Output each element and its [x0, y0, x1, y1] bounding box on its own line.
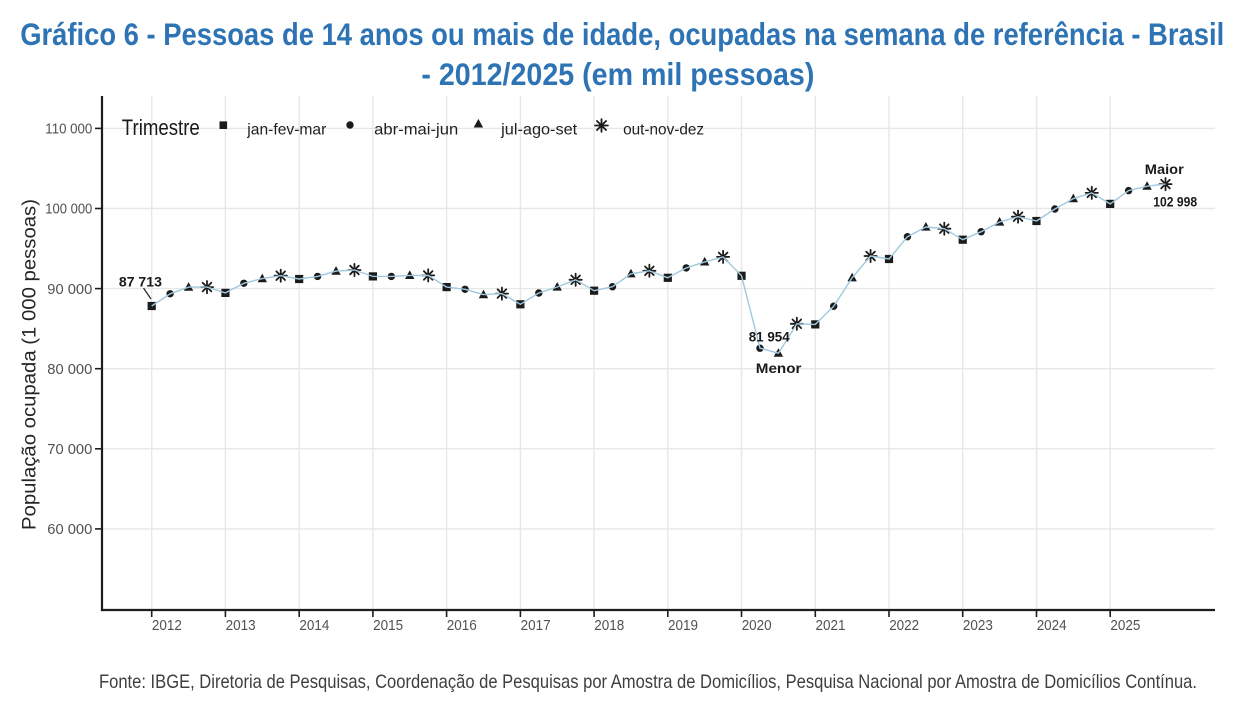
- svg-text:2018: 2018: [594, 618, 624, 634]
- svg-text:87 713: 87 713: [119, 274, 162, 290]
- svg-text:2016: 2016: [447, 618, 477, 634]
- svg-text:abr-mai-jun: abr-mai-jun: [374, 122, 458, 139]
- svg-text:2021: 2021: [816, 618, 846, 634]
- svg-text:2019: 2019: [668, 618, 698, 634]
- svg-text:out-nov-dez: out-nov-dez: [623, 122, 704, 139]
- svg-text:jul-ago-set: jul-ago-set: [500, 122, 578, 139]
- svg-text:Trimestre: Trimestre: [122, 115, 200, 140]
- svg-text:2020: 2020: [742, 618, 772, 634]
- svg-text:110 000: 110 000: [45, 122, 92, 138]
- svg-text:80 000: 80 000: [47, 362, 92, 378]
- svg-text:2014: 2014: [299, 618, 329, 634]
- svg-text:2017: 2017: [521, 618, 551, 634]
- svg-text:81 954: 81 954: [749, 328, 790, 344]
- svg-text:2012: 2012: [152, 618, 182, 634]
- svg-text:102 998: 102 998: [1153, 193, 1197, 209]
- svg-text:60 000: 60 000: [47, 522, 92, 538]
- svg-text:2024: 2024: [1037, 618, 1067, 634]
- svg-text:Menor: Menor: [756, 360, 802, 376]
- svg-text:2023: 2023: [963, 618, 993, 634]
- svg-text:Gráfico 6 - Pessoas de 14 anos: Gráfico 6 - Pessoas de 14 anos ou mais d…: [20, 16, 1224, 52]
- svg-text:2025: 2025: [1110, 618, 1140, 634]
- svg-text:Maior: Maior: [1145, 161, 1185, 177]
- svg-text:70 000: 70 000: [47, 442, 92, 458]
- svg-text:2013: 2013: [226, 618, 256, 634]
- svg-text:População ocupada (1 000 pesso: População ocupada (1 000 pessoas): [20, 199, 41, 530]
- svg-text:100 000: 100 000: [45, 202, 92, 218]
- svg-text:- 2012/2025 (em mil pessoas): - 2012/2025 (em mil pessoas): [421, 56, 814, 92]
- svg-text:Fonte: IBGE, Diretoria de Pesq: Fonte: IBGE, Diretoria de Pesquisas, Coo…: [99, 671, 1197, 693]
- svg-text:2015: 2015: [373, 618, 403, 634]
- svg-text:90 000: 90 000: [47, 282, 92, 298]
- svg-text:jan-fev-mar: jan-fev-mar: [246, 122, 327, 139]
- svg-text:2022: 2022: [889, 618, 919, 634]
